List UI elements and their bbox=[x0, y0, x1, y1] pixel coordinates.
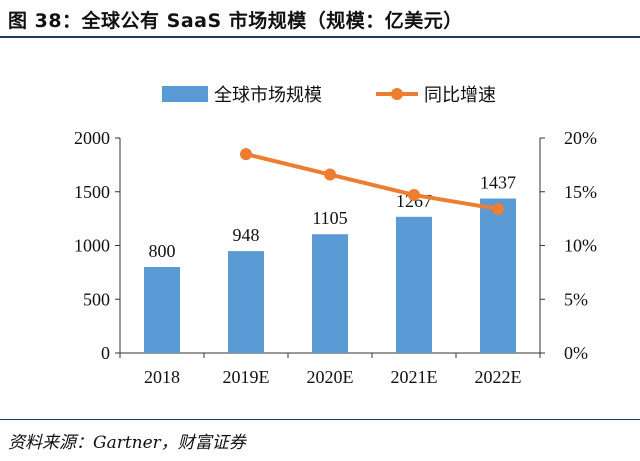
bar bbox=[228, 251, 264, 353]
y-right-tick-label: 5% bbox=[564, 289, 588, 309]
legend-line-marker bbox=[391, 88, 403, 100]
growth-point bbox=[324, 168, 336, 181]
legend-bar-label: 全球市场规模 bbox=[214, 85, 322, 106]
y-right-tick-label: 20% bbox=[564, 128, 597, 148]
growth-point bbox=[240, 148, 252, 161]
y-left-tick-label: 1000 bbox=[74, 236, 110, 256]
growth-point bbox=[408, 188, 420, 201]
chart: 0 500 1000 1500 2000 0% 5% 10% 15% 20% 2018 2019E 20… bbox=[74, 85, 597, 387]
figure-title: 图 38：全球公有 SaaS 市场规模（规模：亿美元） bbox=[8, 10, 463, 32]
legend-line-label: 同比增速 bbox=[424, 85, 496, 106]
y-left-tick-label: 1500 bbox=[74, 182, 110, 202]
y-left-tick-label: 0 bbox=[101, 343, 110, 363]
title-rule bbox=[0, 36, 640, 38]
y-right-tick-label: 15% bbox=[564, 182, 597, 202]
bar-data-label: 1437 bbox=[480, 173, 516, 193]
growth-point bbox=[492, 202, 504, 215]
source-note: 资料来源：Gartner，财富证券 bbox=[8, 433, 246, 453]
bar-data-label: 948 bbox=[233, 225, 260, 245]
growth-line bbox=[245, 152, 499, 211]
bar bbox=[396, 216, 432, 353]
y-right-tick-label: 0% bbox=[564, 343, 588, 363]
x-tick-label: 2020E bbox=[307, 367, 354, 387]
bar-data-label: 1105 bbox=[312, 208, 347, 228]
figure-header: 图 38：全球公有 SaaS 市场规模（规模：亿美元） bbox=[0, 0, 640, 40]
legend-bar-swatch bbox=[162, 86, 208, 102]
x-tick-label: 2018 bbox=[144, 367, 180, 387]
x-tick-label: 2021E bbox=[391, 367, 438, 387]
y-left-tick-label: 500 bbox=[83, 289, 110, 309]
x-tick-label: 2022E bbox=[475, 367, 522, 387]
y-left-tick-label: 2000 bbox=[74, 128, 110, 148]
bar bbox=[144, 267, 180, 353]
bar bbox=[480, 198, 516, 353]
y-right-tick-label: 10% bbox=[564, 236, 597, 256]
x-tick-label: 2019E bbox=[223, 367, 270, 387]
bar-data-label: 800 bbox=[149, 241, 176, 261]
bar bbox=[312, 234, 348, 353]
source-rule bbox=[0, 419, 640, 420]
